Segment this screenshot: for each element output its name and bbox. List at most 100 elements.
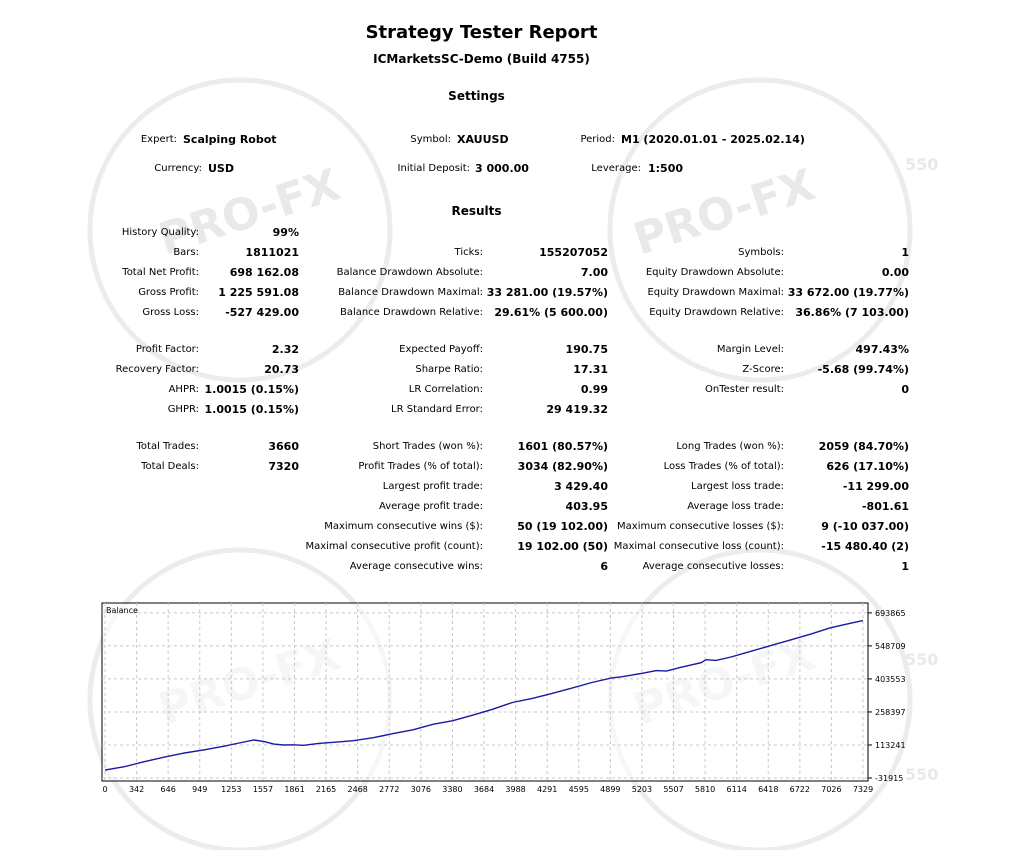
x-tick-label: 3684: [474, 785, 494, 794]
col1-row-9-label: Total Deals:: [141, 461, 199, 472]
col3-row-5-value: -5.68 (99.74%): [817, 363, 909, 376]
x-tick-label: 3988: [505, 785, 525, 794]
col3-row-13-label: Average consecutive losses:: [642, 561, 784, 572]
col1-row-1-value: 698 162.08: [229, 266, 299, 279]
col2-row-13-label: Maximal consecutive profit (count):: [305, 541, 483, 552]
col1-row-3-label: Gross Loss:: [142, 307, 199, 318]
col3-row-9-label: Largest loss trade:: [691, 481, 784, 492]
col2-row-0-label: Ticks:: [454, 247, 483, 258]
col3-row-3-value: 36.86% (7 103.00): [795, 306, 909, 319]
x-tick-label: 646: [161, 785, 176, 794]
col2-row-8-label: Short Trades (won %):: [372, 441, 483, 452]
col2-row-4-value: 190.75: [565, 343, 608, 356]
col1-row-6-label: AHPR:: [168, 384, 199, 395]
col2-row-12-label: Maximum consecutive wins ($):: [324, 521, 483, 532]
col2-row-10-value: 3 429.40: [554, 480, 608, 493]
col1-row-6-value: 1.0015 (0.15%): [204, 383, 300, 396]
x-tick-label: 2468: [347, 785, 367, 794]
col2-row-11-label: Average profit trade:: [378, 501, 483, 512]
x-tick-label: 1253: [221, 785, 241, 794]
col2-row-14-value: 6: [600, 560, 608, 573]
col2-row-12-value: 50 (19 102.00): [517, 520, 608, 533]
y-tick-label: 113241: [875, 741, 906, 750]
col2-row-8-value: 1601 (80.57%): [517, 440, 608, 453]
col1-row-5-label: Recovery Factor:: [115, 364, 199, 375]
col1-row-7-value: 1.0015 (0.15%): [204, 403, 300, 416]
col2-row-9-value: 3034 (82.90%): [517, 460, 608, 473]
x-tick-label: 4291: [537, 785, 557, 794]
col2-row-0-value: 155207052: [539, 246, 608, 259]
server-name: ICMarketsSC-Demo (Build 4755): [373, 52, 590, 66]
x-tick-label: 7026: [821, 785, 841, 794]
x-tick-label: 5810: [695, 785, 715, 794]
symbol-value: XAUUSD: [457, 133, 509, 146]
col3-row-2-label: Equity Drawdown Maximal:: [647, 287, 784, 298]
col3-row-12-value: -15 480.40 (2): [821, 540, 909, 553]
x-tick-label: 7329: [853, 785, 873, 794]
col2-row-5-value: 17.31: [573, 363, 608, 376]
col3-row-9-value: -11 299.00: [842, 480, 909, 493]
x-tick-label: 4899: [600, 785, 620, 794]
col2-row-6-label: LR Correlation:: [408, 384, 483, 395]
col2-row-7-value: 29 419.32: [546, 403, 608, 416]
col2-row-2-label: Balance Drawdown Maximal:: [338, 287, 483, 298]
col3-row-0-value: 1: [901, 246, 909, 259]
col3-row-6-label: OnTester result:: [704, 384, 784, 395]
leverage-label: Leverage:: [591, 163, 641, 174]
col1-row-2-value: 1 225 591.08: [218, 286, 299, 299]
col3-row-0-label: Symbols:: [738, 247, 784, 258]
x-tick-label: 6418: [758, 785, 778, 794]
col2-row-11-value: 403.95: [565, 500, 608, 513]
x-tick-label: 1861: [284, 785, 304, 794]
col2-row-5-label: Sharpe Ratio:: [415, 364, 483, 375]
expert-value: Scalping Robot: [183, 133, 277, 146]
y-tick-label: -31915: [875, 774, 903, 783]
period-value: M1 (2020.01.01 - 2025.02.14): [621, 133, 805, 146]
col1-row-0-value: 1811021: [245, 246, 299, 259]
history-quality-value: 99%: [272, 226, 299, 239]
x-tick-label: 3076: [411, 785, 431, 794]
x-tick-label: 2165: [316, 785, 336, 794]
col2-row-9-label: Profit Trades (% of total):: [358, 461, 483, 472]
expert-label: Expert:: [140, 134, 177, 145]
col1-row-9-value: 7320: [268, 460, 299, 473]
col3-row-13-value: 1: [901, 560, 909, 573]
col3-row-4-label: Margin Level:: [716, 344, 784, 355]
x-tick-label: 4595: [569, 785, 589, 794]
col3-row-4-value: 497.43%: [855, 343, 909, 356]
report-title: Strategy Tester Report: [365, 22, 598, 43]
col2-row-7-label: LR Standard Error:: [391, 404, 483, 415]
col3-row-11-label: Maximum consecutive losses ($):: [617, 521, 784, 532]
leverage-value: 1:500: [648, 162, 684, 175]
x-tick-label: 6722: [790, 785, 810, 794]
col1-row-8-value: 3660: [268, 440, 299, 453]
col3-row-7-value: 2059 (84.70%): [818, 440, 909, 453]
col1-row-1-label: Total Net Profit:: [122, 267, 199, 278]
col3-row-8-value: 626 (17.10%): [826, 460, 909, 473]
col1-row-2-label: Gross Profit:: [138, 287, 199, 298]
x-tick-label: 5203: [632, 785, 652, 794]
balance-chart: 0 342 646 949 1253 1557 1861 2165 2468 2772 3076 33…: [101, 602, 906, 794]
col3-row-5-label: Z-Score:: [742, 364, 784, 375]
symbol-label: Symbol:: [410, 134, 451, 145]
balance-line: [104, 619, 864, 771]
col3-row-10-value: -801.61: [861, 500, 909, 513]
x-tick-label: 0: [102, 785, 107, 794]
y-tick-label: 258397: [875, 708, 906, 717]
col2-row-1-value: 7.00: [580, 266, 608, 279]
col2-row-3-label: Balance Drawdown Relative:: [339, 307, 483, 318]
col2-row-10-label: Largest profit trade:: [382, 481, 483, 492]
col2-row-6-value: 0.99: [580, 383, 608, 396]
chart-title: Balance: [106, 606, 138, 615]
y-tick-label: 403553: [875, 675, 906, 684]
x-tick-label: 1557: [253, 785, 273, 794]
settings-heading: Settings: [448, 89, 505, 103]
col1-row-0-label: Bars:: [173, 247, 199, 258]
col2-row-13-value: 19 102.00 (50): [517, 540, 608, 553]
deposit-label: Initial Deposit:: [397, 163, 470, 174]
chart-plot-area: [101, 602, 869, 782]
x-tick-label: 3380: [442, 785, 462, 794]
col2-row-3-value: 29.61% (5 600.00): [494, 306, 608, 319]
col3-row-3-label: Equity Drawdown Relative:: [649, 307, 784, 318]
col2-row-4-label: Expected Payoff:: [399, 344, 483, 355]
